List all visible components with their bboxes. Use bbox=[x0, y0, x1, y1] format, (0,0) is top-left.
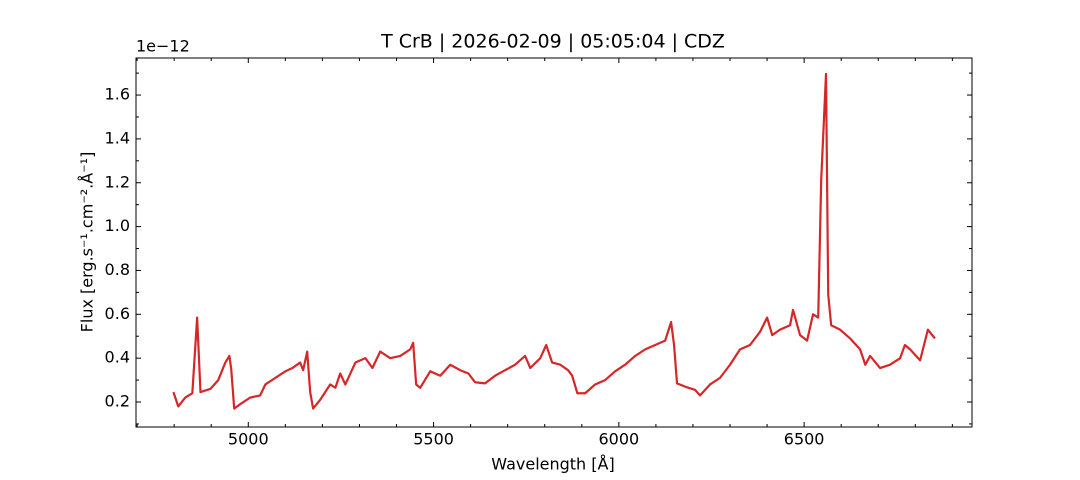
y-tick-label: 0.6 bbox=[105, 304, 130, 323]
y-offset-label: 1e−12 bbox=[136, 37, 190, 56]
y-tick-label: 1.2 bbox=[105, 172, 130, 191]
y-tick-label: 1.0 bbox=[105, 216, 130, 235]
chart-title: T CrB | 2026-02-09 | 05:05:04 | CDZ bbox=[380, 31, 725, 53]
spectrum-line bbox=[172, 72, 936, 410]
x-tick-label: 6500 bbox=[784, 430, 825, 449]
y-tick-label: 1.6 bbox=[105, 85, 130, 104]
y-tick-label: 0.2 bbox=[105, 392, 130, 411]
x-axis-label: Wavelength [Å] bbox=[491, 455, 614, 474]
plot-frame bbox=[135, 57, 973, 428]
y-tick-label: 0.8 bbox=[105, 260, 130, 279]
y-tick-label: 1.4 bbox=[105, 128, 130, 147]
x-tick-label: 6000 bbox=[598, 430, 639, 449]
y-axis-label: Flux [erg.s⁻¹.cm⁻².Å⁻¹] bbox=[78, 152, 97, 333]
y-tick-label: 0.4 bbox=[105, 348, 130, 367]
x-tick-label: 5000 bbox=[228, 430, 269, 449]
x-tick-label: 5500 bbox=[413, 430, 454, 449]
